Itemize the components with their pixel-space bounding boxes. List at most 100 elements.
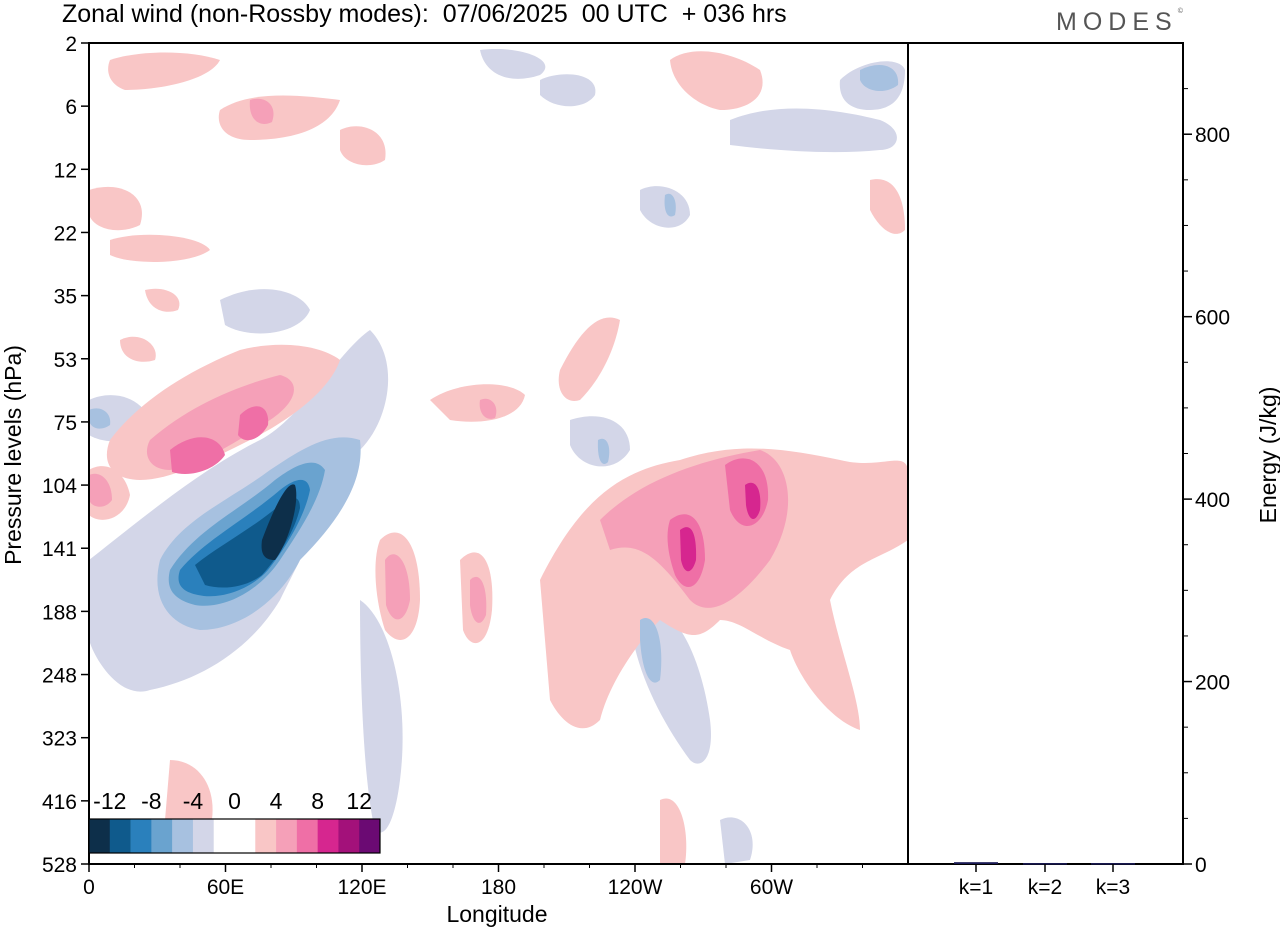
neg-blob [720, 817, 753, 864]
neg-blob [360, 600, 403, 833]
energy-bar [1023, 863, 1067, 865]
colorbar [88, 818, 381, 854]
brand-logo: MODES© [1056, 8, 1183, 37]
pos-blob [145, 288, 180, 312]
pos-blob-mid [470, 576, 487, 623]
neg-blob [220, 289, 310, 334]
x-tick-label: 180 [481, 876, 516, 899]
pos-blob [430, 384, 525, 422]
colorbar-label: -8 [141, 788, 161, 814]
x-tick-label: 0 [83, 876, 95, 899]
colorbar-label: -4 [183, 788, 204, 814]
neg-blob-core [261, 484, 297, 560]
y-tick-label: 53 [54, 349, 77, 372]
y-tick-label: 323 [42, 728, 77, 751]
colorbar-swatch [109, 819, 131, 853]
y-tick-label: 2 [65, 33, 77, 56]
neg-blob-mid [664, 193, 676, 217]
energy-tick-label: 200 [1195, 672, 1230, 695]
pos-blob-strong [745, 482, 761, 520]
colorbar-swatch [359, 819, 381, 853]
colorbar-swatch [89, 819, 111, 853]
colorbar-swatch [234, 819, 256, 853]
pos-blob-strong [680, 527, 697, 572]
pos-blob [660, 798, 687, 864]
y-tick-label: 75 [54, 412, 77, 435]
y-tick-label: 188 [42, 601, 77, 624]
pos-blob-mid [249, 98, 274, 124]
y-axis: 2 6 12 22 35 53 75 104 141 188 248 323 416 528 [42, 33, 89, 877]
energy-bars [954, 862, 1135, 865]
y-tick-label: 416 [42, 791, 77, 814]
energy-axis: 0 200 400 600 800 [1183, 88, 1230, 877]
y-tick-label: 528 [42, 854, 77, 877]
energy-bar [1091, 863, 1135, 865]
energy-tick-label: 0 [1195, 854, 1207, 877]
x-axis-title: Longitude [446, 901, 547, 927]
pos-blob [340, 126, 386, 166]
energy-axis-title: Energy (J/kg) [1255, 387, 1280, 524]
pos-blob-mid [479, 398, 497, 419]
x-tick-label: 120E [337, 876, 386, 899]
pos-blob-strong [238, 406, 269, 441]
neg-blob-mid [640, 618, 662, 683]
neg-blob [480, 49, 546, 79]
y-tick-label: 12 [54, 159, 77, 182]
neg-blob [730, 108, 897, 153]
colorbar-swatch [317, 819, 339, 853]
colorbar-label: 0 [228, 788, 241, 814]
y-tick-label: 6 [65, 96, 77, 119]
colorbar-label: 4 [270, 788, 283, 814]
contour-field [89, 49, 908, 864]
energy-categories: k=1 k=2 k=3 [959, 864, 1130, 899]
colorbar-swatch [255, 819, 277, 853]
pos-blob-strong [170, 437, 225, 475]
colorbar-swatch [192, 819, 215, 853]
energy-cat-label: k=2 [1028, 876, 1062, 899]
chart-title: Zonal wind (non-Rossby modes): 07/06/202… [62, 0, 787, 28]
x-tick-label: 60E [207, 876, 244, 899]
colorbar-frame [88, 818, 381, 854]
colorbar-swatch [338, 819, 360, 853]
y-tick-label: 104 [42, 475, 77, 498]
neg-blob-mid [860, 65, 899, 92]
pos-blob [218, 95, 340, 140]
pos-blob [110, 234, 210, 262]
energy-tick-label: 600 [1195, 307, 1230, 330]
pos-blob-mid [89, 473, 112, 507]
pos-blob [558, 317, 620, 401]
colorbar-swatch [151, 819, 173, 853]
brand-mark: © [1177, 8, 1183, 15]
y-tick-label: 35 [54, 286, 77, 309]
x-tick-label: 120W [608, 876, 663, 899]
energy-panel-frame [907, 42, 1184, 865]
y-tick-label: 22 [54, 222, 77, 245]
energy-cat-label: k=1 [959, 876, 993, 899]
y-axis-title: Pressure levels (hPa) [0, 345, 26, 565]
pos-blob [870, 179, 905, 234]
colorbar-label: -12 [93, 788, 126, 814]
neg-blob-mid [89, 408, 111, 429]
colorbar-swatch [172, 819, 194, 853]
colorbar-label: 12 [346, 788, 372, 814]
energy-cat-label: k=3 [1096, 876, 1130, 899]
brand-name: MODES [1056, 8, 1178, 36]
neg-blob [540, 74, 596, 107]
colorbar-labels: -12 -8 -4 0 4 8 12 [93, 788, 372, 814]
pos-blob [120, 336, 156, 362]
pos-blob [89, 186, 142, 231]
pos-blob-mid [385, 554, 410, 620]
pos-blob [108, 52, 220, 90]
colorbar-swatch [213, 819, 235, 853]
y-tick-label: 141 [42, 538, 77, 561]
pos-blob [670, 51, 763, 110]
energy-tick-label: 400 [1195, 489, 1230, 512]
x-axis: 0 60E 120E 180 120W 60W [83, 864, 863, 899]
y-tick-label: 248 [42, 665, 77, 688]
colorbar-label: 8 [311, 788, 324, 814]
neg-blob-mid [597, 438, 610, 464]
colorbar-swatch [130, 819, 152, 853]
energy-tick-label: 800 [1195, 124, 1230, 147]
x-tick-label: 60W [750, 876, 793, 899]
